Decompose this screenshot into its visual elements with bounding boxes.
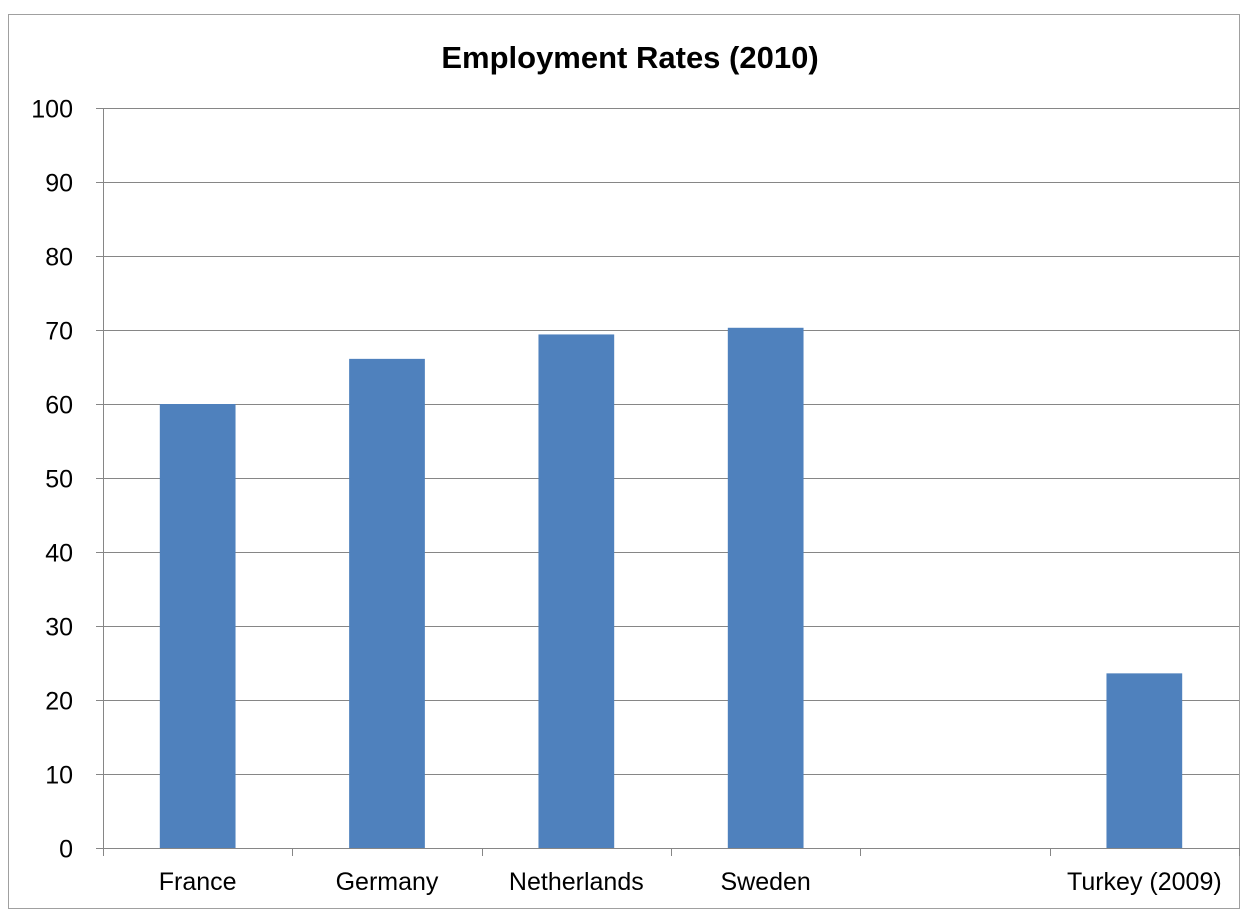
bar-germany [349, 358, 425, 848]
y-tick-label: 90 [45, 170, 73, 198]
axes [96, 108, 1240, 856]
x-tick-labels: France Germany Netherlands Sweden Turkey (20… [159, 868, 1222, 896]
x-tick-label: Netherlands [509, 868, 644, 896]
x-tick-label: France [159, 868, 237, 896]
bar-netherlands [538, 334, 615, 848]
y-tick-label: 100 [31, 96, 73, 124]
y-tick-label: 70 [45, 318, 73, 346]
bars [159, 327, 1183, 848]
x-tick-label: Turkey (2009) [1067, 868, 1222, 896]
y-tick-label: 50 [45, 466, 73, 494]
bar-turkey-2009 [1106, 673, 1183, 848]
y-tick-label: 30 [45, 614, 73, 642]
y-tick-label: 80 [45, 244, 73, 272]
x-tick-label: Sweden [720, 868, 810, 896]
y-tick-label: 20 [45, 688, 73, 716]
y-tick-label: 60 [45, 392, 73, 420]
chart-title: Employment Rates (2010) [441, 40, 819, 75]
y-tick-label: 0 [59, 836, 73, 864]
x-tick-label: Germany [336, 868, 439, 896]
y-tick-label: 40 [45, 540, 73, 568]
y-tick-label: 10 [45, 762, 73, 790]
y-tick-labels: 0 10 20 30 40 50 60 70 80 90 100 [31, 96, 73, 864]
bar-sweden [727, 327, 804, 848]
gridlines [103, 108, 1239, 775]
bar-france [159, 404, 236, 848]
